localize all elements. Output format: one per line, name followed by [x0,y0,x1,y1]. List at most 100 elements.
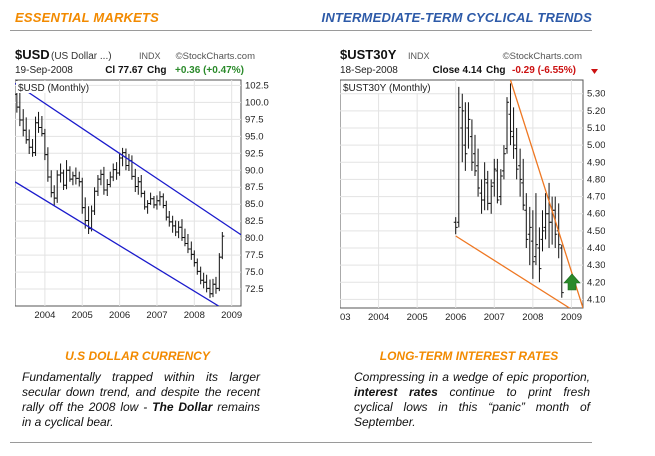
rates-desc-text-a: Compressing in a wedge of epic proportio… [354,370,590,384]
y-tick-label: 5.30 [587,89,605,100]
y-tick-label: 100.0 [245,97,269,108]
ohlc-bar [482,162,487,211]
y-tick-label: 4.80 [587,174,605,185]
y-tick-label: 92.5 [245,148,264,159]
chart-exchange: INDX [139,51,161,61]
ohlc-bar [473,134,477,176]
x-tick-label: 2009 [221,310,242,321]
ohlc-bar [537,227,542,283]
ohlc-bar [521,158,526,211]
y-tick-label: 4.70 [587,192,605,203]
y-tick-label: 4.20 [587,277,605,288]
ust30y-chart: $UST30Y INDX ©StockCharts.com 18-Sep-2008 Cl… [340,47,605,322]
ohlc-bar [524,193,529,248]
chart-source: ©StockCharts.com [176,51,255,62]
series-label-bg [341,81,431,93]
y-tick-label: 5.20 [587,106,605,117]
ohlc-bar [476,148,481,197]
up-arrow-icon [563,273,581,291]
ohlc-bar [540,210,545,252]
footer-divider [10,442,592,443]
y-tick-label: 4.60 [587,209,605,220]
ohlc-bar [514,128,519,180]
x-tick-label: 2009 [561,312,582,322]
ohlc-bar [220,232,225,260]
x-tick-label: 2005 [72,310,93,321]
chart-change: +0.36 (+0.47%) [175,65,244,76]
ohlc-bar [530,210,535,279]
down-triangle-icon [591,69,598,74]
ohlc-bar [527,206,532,266]
chart-quote: Close 4.14 [433,65,483,76]
series-label-bg [16,81,88,93]
usd-subtitle: U.S DOLLAR CURRENCY [65,349,210,363]
ohlc-bar [498,169,503,206]
y-tick-label: 77.5 [245,250,264,261]
y-tick-label: 95.0 [245,131,264,142]
ohlc-bar [463,102,468,171]
lower-wedge-line [455,235,570,308]
upper-wedge-line [509,80,583,308]
chart-date: 19-Sep-2008 [15,65,73,76]
rates-subtitle: LONG-TERM INTEREST RATES [379,349,559,363]
ohlc-bar [460,93,465,163]
rates-description: Compressing in a wedge of epic proportio… [354,370,590,430]
y-tick-label: 72.5 [245,284,264,295]
x-tick-label: 2003 [340,312,351,322]
y-tick-label: 4.40 [587,243,605,254]
chart-date: 18-Sep-2008 [340,65,398,76]
chart-exchange: INDX [408,51,430,61]
y-tick-label: 4.30 [587,260,605,271]
y-tick-label: 4.50 [587,226,605,237]
ohlc-bar [518,148,523,197]
x-tick-label: 2005 [407,312,428,322]
rates-desc-text-b: continue to print fresh cyclical lows in… [354,385,590,429]
usd-desc-text-b: remains in a cyclical bear. [22,400,260,429]
x-tick-label: 2008 [184,310,205,321]
series-label: $UST30Y (Monthly) [343,83,431,94]
chart-quote: Cl 77.67 [105,65,143,76]
ohlc-bar [456,86,461,228]
y-tick-label: 80.0 [245,233,264,244]
plot-area [340,79,584,309]
chart-change-label: Chg [486,65,505,76]
usd-desc-bold: The Dollar [152,400,213,414]
x-tick-label: 2007 [484,312,505,322]
header-essential-markets: ESSENTIAL MARKETS [15,10,160,25]
header-cyclical-trends: INTERMEDIATE-TERM CYCLICAL TRENDS [321,10,592,25]
chart-description: (US Dollar ...) [51,51,112,62]
ohlc-bar [508,83,513,146]
y-tick-label: 85.0 [245,199,264,210]
y-tick-label: 87.5 [245,182,264,193]
y-tick-label: 4.90 [587,157,605,168]
ohlc-bar [495,158,500,204]
chart-symbol: $USD [15,47,50,62]
x-tick-label: 2008 [522,312,543,322]
y-tick-label: 5.00 [587,140,605,151]
y-tick-label: 75.0 [245,267,264,278]
x-tick-label: 2004 [34,310,55,321]
x-tick-label: 2004 [368,312,389,322]
ohlc-bar [505,97,510,154]
ohlc-bar [466,102,471,149]
chart-change-label: Chg [147,65,166,76]
ohlc-bar [492,158,497,197]
y-tick-label: 5.10 [587,123,605,134]
rates-desc-bold: interest rates [354,385,438,399]
ohlc-bar [533,193,538,266]
usd-chart: $USD (US Dollar ...) INDX ©StockCharts.com 1… [15,47,269,321]
ohlc-bar [501,145,506,180]
ohlc-bar [469,119,474,171]
ohlc-bar [511,107,516,159]
ohlc-bar [489,179,494,214]
y-tick-label: 82.5 [245,216,264,227]
y-tick-label: 4.10 [587,294,605,305]
x-tick-label: 2006 [109,310,130,321]
y-tick-label: 90.0 [245,165,264,176]
x-tick-label: 2007 [146,310,167,321]
usd-description: Fundamentally trapped within its larger … [22,370,260,430]
upper-channel-line [15,82,241,236]
chart-symbol: $UST30Y [340,47,397,62]
chart-change: -0.29 (-6.55%) [512,65,576,76]
series-label: $USD (Monthly) [18,83,89,94]
